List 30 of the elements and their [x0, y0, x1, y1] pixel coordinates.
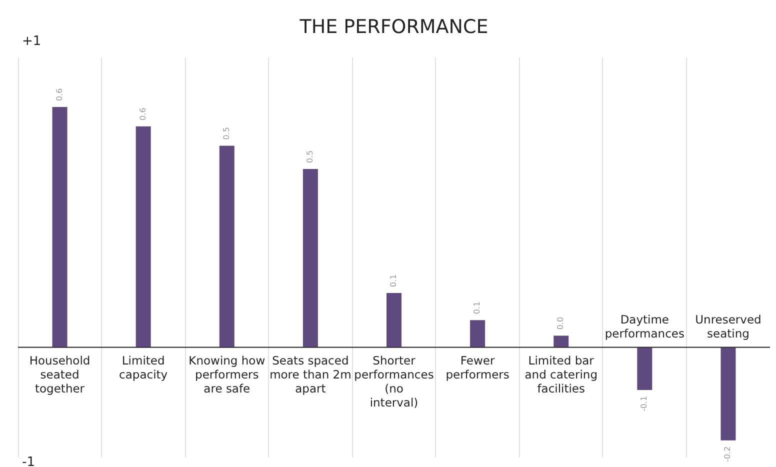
data-label: 0.0 — [556, 316, 566, 330]
bar — [52, 107, 68, 348]
x-tick-label: Seats spaced more than 2m apart — [270, 353, 352, 396]
data-label: -0.1 — [640, 396, 649, 412]
data-label: 0.1 — [389, 274, 398, 288]
data-label: 0.5 — [222, 127, 231, 140]
x-tick-label: Fewer performers — [446, 353, 510, 382]
x-tick-label: Limited capacity — [119, 353, 168, 382]
x-tick-label: Shorter performances (no interval) — [354, 353, 434, 410]
x-tick-label: Unreserved seating — [695, 312, 762, 340]
bar — [302, 169, 318, 348]
x-tick-label: Knowing how performers are safe — [188, 353, 266, 396]
bar — [136, 126, 151, 348]
bar — [219, 146, 234, 348]
data-label: -0.2 — [723, 446, 732, 462]
x-tick-label: Limited bar and catering facilities — [524, 353, 598, 396]
data-label: 0.6 — [54, 88, 64, 101]
text: +1 — [22, 34, 42, 49]
bar — [554, 336, 569, 348]
text: -1 — [22, 455, 35, 467]
x-tick-label: Daytime performances — [604, 312, 684, 340]
data-label: 0.6 — [138, 108, 148, 120]
data-label: 0.1 — [472, 301, 482, 314]
bar — [386, 293, 402, 348]
chart-title: THE PERFORMANCE — [298, 16, 488, 38]
data-label: 0.5 — [305, 150, 314, 164]
bar — [720, 347, 736, 440]
bar — [637, 347, 652, 390]
bar — [470, 320, 486, 348]
x-tick-label: Household seated together — [29, 353, 90, 396]
